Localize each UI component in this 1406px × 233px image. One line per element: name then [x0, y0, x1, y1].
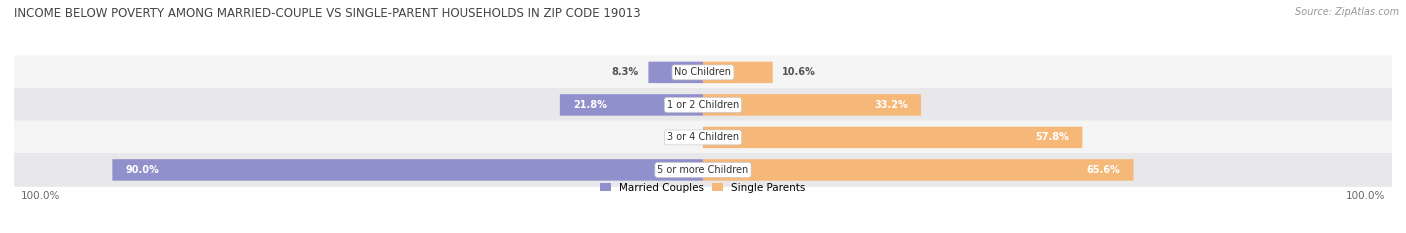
- FancyBboxPatch shape: [14, 120, 1392, 154]
- FancyBboxPatch shape: [703, 159, 1133, 181]
- Text: 33.2%: 33.2%: [875, 100, 908, 110]
- FancyBboxPatch shape: [703, 127, 1083, 148]
- FancyBboxPatch shape: [703, 62, 773, 83]
- Text: 3 or 4 Children: 3 or 4 Children: [666, 132, 740, 142]
- Text: 100.0%: 100.0%: [1346, 191, 1385, 201]
- FancyBboxPatch shape: [14, 88, 1392, 122]
- Text: 57.8%: 57.8%: [1035, 132, 1069, 142]
- Text: 65.6%: 65.6%: [1087, 165, 1121, 175]
- FancyBboxPatch shape: [14, 153, 1392, 187]
- Text: INCOME BELOW POVERTY AMONG MARRIED-COUPLE VS SINGLE-PARENT HOUSEHOLDS IN ZIP COD: INCOME BELOW POVERTY AMONG MARRIED-COUPL…: [14, 7, 641, 20]
- Text: 90.0%: 90.0%: [125, 165, 159, 175]
- Text: 0.0%: 0.0%: [666, 132, 693, 142]
- Legend: Married Couples, Single Parents: Married Couples, Single Parents: [600, 183, 806, 193]
- FancyBboxPatch shape: [648, 62, 703, 83]
- Text: 8.3%: 8.3%: [612, 67, 638, 77]
- FancyBboxPatch shape: [112, 159, 703, 181]
- FancyBboxPatch shape: [703, 94, 921, 116]
- FancyBboxPatch shape: [14, 55, 1392, 89]
- Text: Source: ZipAtlas.com: Source: ZipAtlas.com: [1295, 7, 1399, 17]
- Text: 5 or more Children: 5 or more Children: [658, 165, 748, 175]
- Text: 10.6%: 10.6%: [782, 67, 815, 77]
- Text: 1 or 2 Children: 1 or 2 Children: [666, 100, 740, 110]
- Text: 100.0%: 100.0%: [21, 191, 60, 201]
- FancyBboxPatch shape: [560, 94, 703, 116]
- Text: 21.8%: 21.8%: [574, 100, 607, 110]
- Text: No Children: No Children: [675, 67, 731, 77]
